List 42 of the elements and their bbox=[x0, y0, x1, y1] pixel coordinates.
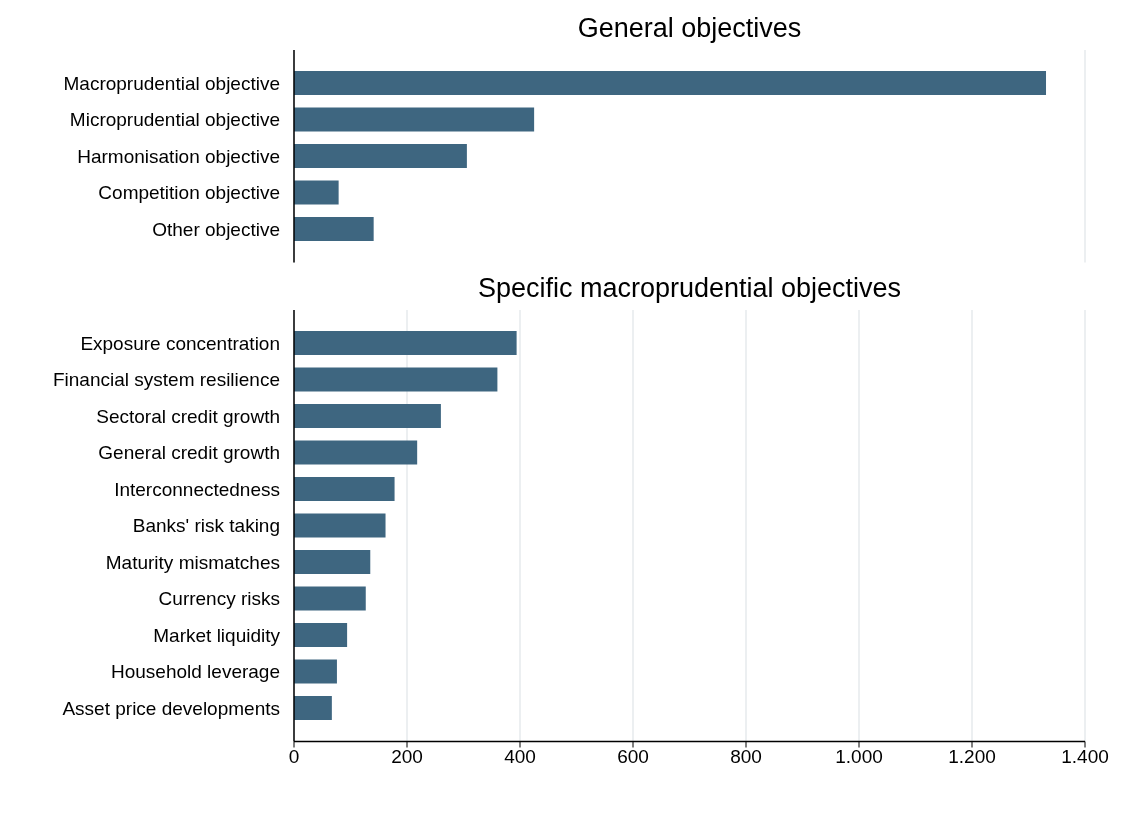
bar bbox=[294, 695, 332, 720]
bar bbox=[294, 622, 348, 647]
chart-title: General objectives bbox=[576, 12, 803, 45]
y-tick-label: Competition objective bbox=[98, 182, 280, 204]
y-tick-label: Interconnectedness bbox=[114, 478, 280, 500]
bar bbox=[294, 180, 339, 205]
x-tick-label: 0 bbox=[288, 745, 300, 767]
x-tick-label: 1.000 bbox=[835, 745, 883, 767]
y-tick-label: Currency risks bbox=[158, 587, 280, 609]
bar bbox=[294, 586, 366, 610]
bar bbox=[294, 144, 467, 168]
bar bbox=[294, 549, 371, 574]
y-tick-label: Microprudential objective bbox=[69, 109, 280, 131]
y-tick-label: Sectoral credit growth bbox=[96, 405, 280, 427]
x-tick-label: 400 bbox=[504, 745, 536, 767]
y-tick-label: Exposure concentration bbox=[80, 332, 280, 354]
bar bbox=[294, 330, 517, 355]
bar bbox=[294, 71, 1047, 95]
bar bbox=[294, 476, 395, 501]
y-tick-label: Macroprudential objective bbox=[63, 72, 280, 94]
y-tick-label: Banks' risk taking bbox=[132, 514, 280, 536]
y-tick-label: Market liquidity bbox=[153, 624, 281, 646]
x-tick-label: 200 bbox=[391, 745, 423, 767]
chart-title: Specific macroprudential objectives bbox=[476, 271, 903, 305]
y-tick-label: Financial system resilience bbox=[52, 368, 280, 390]
y-tick-label: General credit growth bbox=[98, 441, 280, 463]
bar bbox=[294, 440, 418, 464]
x-tick-label: 1.400 bbox=[1061, 745, 1109, 767]
bar bbox=[294, 403, 441, 428]
bar bbox=[294, 659, 337, 683]
x-tick-label: 1.200 bbox=[948, 745, 996, 767]
y-tick-label: Harmonisation objective bbox=[77, 145, 280, 167]
y-tick-label: Maturity mismatches bbox=[105, 551, 280, 573]
bar bbox=[294, 367, 498, 391]
y-tick-label: Other objective bbox=[152, 218, 280, 240]
bar bbox=[294, 513, 386, 537]
y-tick-label: Asset price developments bbox=[62, 697, 280, 719]
y-tick-label: Household leverage bbox=[110, 660, 280, 682]
x-tick-label: 800 bbox=[730, 745, 762, 767]
x-tick-label: 600 bbox=[617, 745, 649, 767]
bar bbox=[294, 217, 374, 241]
bar bbox=[294, 107, 535, 132]
